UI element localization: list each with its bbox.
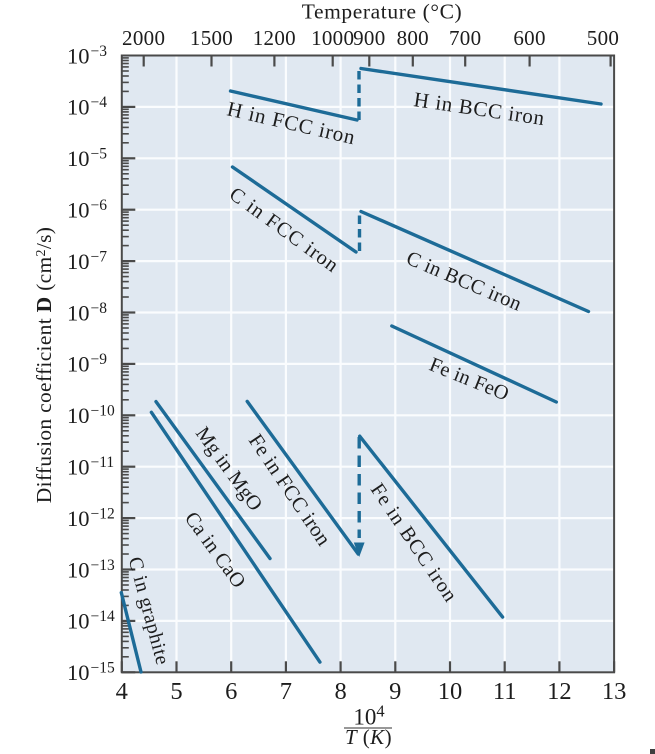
- svg-text:10: 10: [67, 506, 90, 531]
- svg-text:13: 13: [602, 678, 627, 705]
- svg-text:−3: −3: [91, 43, 108, 60]
- svg-text:10: 10: [67, 95, 90, 120]
- svg-text:Diffusion coefficient D (cm2/s: Diffusion coefficient D (cm2/s): [32, 227, 56, 503]
- svg-text:−15: −15: [91, 660, 115, 677]
- svg-text:10: 10: [438, 678, 463, 705]
- svg-text:10: 10: [67, 198, 90, 223]
- svg-text:12: 12: [547, 678, 572, 705]
- svg-text:−9: −9: [91, 351, 108, 368]
- svg-text:10: 10: [67, 557, 90, 582]
- svg-text:10: 10: [67, 609, 90, 634]
- svg-text:5: 5: [170, 678, 182, 705]
- svg-text:10: 10: [67, 300, 90, 325]
- svg-text:7: 7: [280, 678, 292, 705]
- svg-text:6: 6: [225, 678, 237, 705]
- svg-text:−14: −14: [91, 608, 115, 625]
- svg-text:10: 10: [67, 249, 90, 274]
- svg-text:500: 500: [587, 26, 619, 50]
- svg-text:8: 8: [334, 678, 346, 705]
- svg-text:−12: −12: [91, 505, 115, 522]
- svg-text:−10: −10: [91, 403, 115, 420]
- svg-text:−6: −6: [91, 197, 108, 214]
- svg-text:T (K): T (K): [345, 725, 392, 749]
- svg-text:−8: −8: [91, 300, 108, 317]
- svg-text:10: 10: [67, 352, 90, 377]
- svg-text:900: 900: [353, 26, 385, 50]
- svg-text:10: 10: [67, 455, 90, 480]
- svg-text:10: 10: [67, 660, 90, 685]
- svg-text:600: 600: [513, 26, 545, 50]
- svg-text:−5: −5: [91, 146, 108, 163]
- svg-text:−13: −13: [91, 557, 115, 574]
- svg-text:−7: −7: [91, 248, 108, 265]
- svg-text:1200: 1200: [253, 26, 296, 50]
- svg-text:9: 9: [389, 678, 401, 705]
- svg-text:11: 11: [493, 678, 517, 705]
- svg-text:4: 4: [116, 678, 128, 705]
- svg-text:800: 800: [397, 26, 429, 50]
- svg-text:1000: 1000: [311, 26, 354, 50]
- svg-text:10: 10: [67, 403, 90, 428]
- svg-text:700: 700: [449, 26, 481, 50]
- svg-text:2000: 2000: [122, 26, 165, 50]
- svg-text:−4: −4: [91, 94, 108, 111]
- svg-text:−11: −11: [91, 454, 115, 471]
- svg-text:1500: 1500: [190, 26, 233, 50]
- svg-text:Temperature (°C): Temperature (°C): [302, 0, 463, 24]
- svg-text:10: 10: [67, 43, 90, 68]
- svg-text:10: 10: [67, 146, 90, 171]
